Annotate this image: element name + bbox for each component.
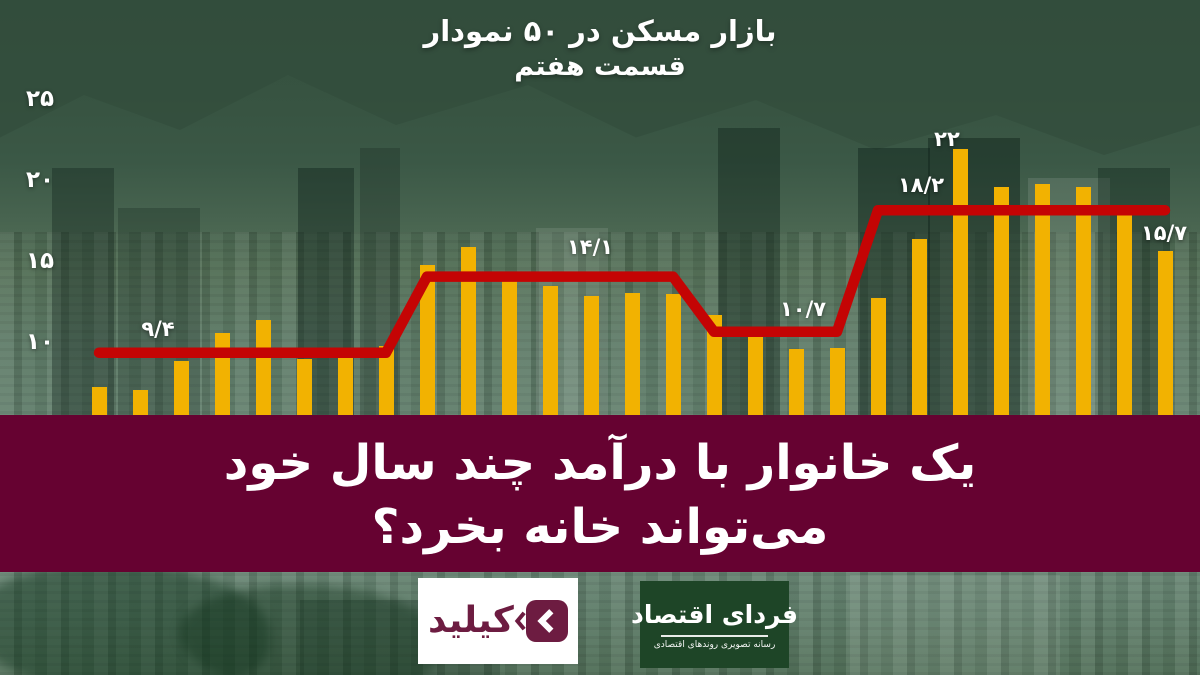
bar: [829, 348, 845, 415]
bar: [665, 294, 681, 415]
bar: [747, 327, 763, 415]
bar: [337, 349, 353, 415]
bar: [296, 359, 312, 415]
fardaye-eqtesad-logo: فردای اقتصاد رسانه تصویری روندهای اقتصاد…: [631, 581, 798, 668]
bar: [583, 296, 599, 415]
bar: [1034, 184, 1050, 415]
farda-divider: [661, 634, 768, 637]
bar: [1075, 187, 1091, 415]
data-label: ۱۸/۲: [897, 173, 945, 197]
data-label: ۱۴/۱: [566, 235, 614, 259]
title-line1: بازار مسکن در ۵۰ نمودار: [423, 14, 777, 48]
kilid-chevron-icon: [514, 611, 526, 631]
farda-wordmark: فردای اقتصاد: [631, 599, 798, 629]
bar: [542, 286, 558, 415]
y-tick-label: ۲۵: [25, 86, 55, 112]
bar: [993, 187, 1009, 415]
bar: [501, 272, 517, 415]
bar: [706, 315, 722, 415]
bar: [911, 239, 927, 415]
bar: [624, 293, 640, 415]
y-tick-label: ۱۵: [25, 248, 55, 274]
bar: [788, 349, 804, 415]
kilid-square-icon: [526, 600, 568, 642]
bar: [460, 247, 476, 415]
bar: [419, 265, 435, 415]
farda-tagline: رسانه تصویری روندهای اقتصادی: [653, 639, 776, 650]
bar: [870, 298, 886, 415]
data-label: ۱۰/۷: [779, 297, 827, 321]
banner-line2: می‌تواند خانه بخرد؟: [371, 498, 829, 555]
bar: [91, 387, 107, 415]
kilid-logo: کیلید: [418, 578, 578, 664]
data-label: ۲۲: [934, 127, 960, 151]
data-label: ۱۵/۷: [1140, 221, 1188, 245]
bar: [214, 333, 230, 415]
bar: [132, 390, 148, 415]
bar: [378, 346, 394, 415]
y-tick-label: ۱۰: [25, 329, 55, 355]
bar: [1116, 205, 1132, 415]
bar: [952, 149, 968, 415]
data-label: ۹/۴: [141, 317, 175, 341]
page-title: بازار مسکن در ۵۰ نمودار قسمت هفتم: [0, 12, 1200, 84]
bar: [1157, 251, 1173, 415]
building-silhouette: [850, 575, 1060, 675]
y-tick-label: ۲۰: [25, 167, 55, 193]
title-line2: قسمت هفتم: [514, 51, 686, 82]
bar: [255, 320, 271, 415]
banner-line1: یک خانوار با درآمد چند سال خود: [223, 434, 977, 491]
kilid-wordmark: کیلید: [428, 600, 514, 641]
trees-foreground: [180, 585, 440, 675]
bar: [173, 361, 189, 415]
question-banner: یک خانوار با درآمد چند سال خود می‌تواند …: [0, 415, 1200, 572]
